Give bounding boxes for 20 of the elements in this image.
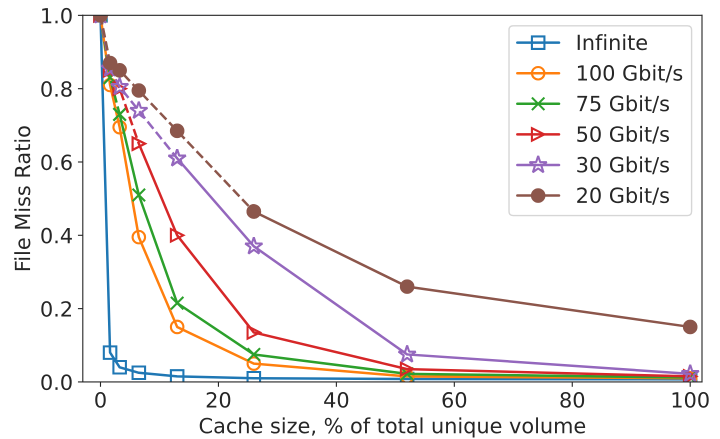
legend-label: 100 Gbit/s — [578, 64, 682, 82]
x-tick-label: 80 — [560, 392, 584, 408]
x-tick-label: 60 — [442, 392, 466, 408]
x-tick-label: 40 — [324, 392, 348, 408]
x-tick-label: 100 — [672, 392, 709, 408]
legend-label: Infinite — [578, 34, 648, 50]
y-tick-label: 0.6 — [41, 154, 72, 170]
legend-label: 50 Gbit/s — [577, 126, 669, 144]
legend-label: 30 Gbit/s — [577, 156, 669, 174]
y-tick-label: 0.0 — [41, 374, 72, 390]
x-axis-title: Cache size, % of total unique volume — [200, 417, 586, 438]
y-axis-title: File Miss Ratio — [14, 126, 30, 270]
y-tick-label: 0.4 — [41, 228, 72, 244]
legend-label: 20 Gbit/s — [577, 187, 669, 205]
legend-label: 75 Gbit/s — [577, 95, 669, 114]
y-tick-label: 0.2 — [41, 301, 71, 317]
x-tick-label: 20 — [206, 392, 230, 408]
y-tick-label: 1.0 — [42, 8, 72, 24]
y-tick-label: 0.8 — [41, 81, 72, 97]
x-tick-label: 0 — [95, 392, 106, 408]
